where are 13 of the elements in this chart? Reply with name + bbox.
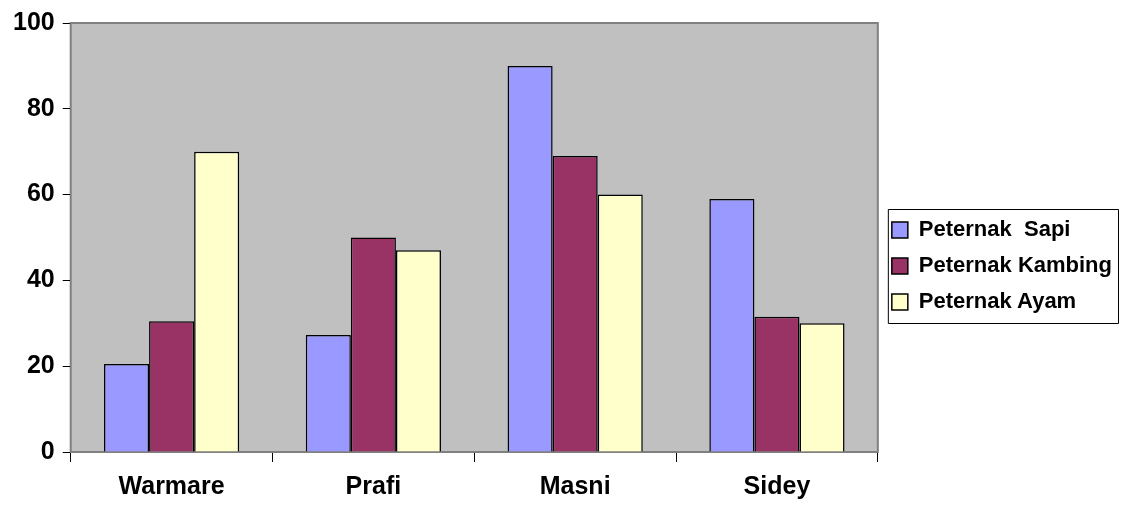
y-tick-label: 20 <box>26 350 55 379</box>
legend-label: Peternak Sapi <box>918 216 1071 242</box>
x-tick-label: Warmare <box>118 470 225 499</box>
x-tick-label: Masni <box>539 470 611 499</box>
y-tick-label: 0 <box>40 435 55 464</box>
y-tick-label: 40 <box>26 264 55 293</box>
x-tick-label: Sidey <box>743 470 811 499</box>
y-tick-label: 60 <box>26 178 55 207</box>
y-tick-label: 100 <box>12 6 55 35</box>
legend-label: Peternak Ayam <box>918 288 1077 314</box>
legend-label: Peternak Kambing <box>918 252 1113 278</box>
y-tick-label: 80 <box>26 92 55 121</box>
x-tick-label: Prafi <box>345 470 402 499</box>
